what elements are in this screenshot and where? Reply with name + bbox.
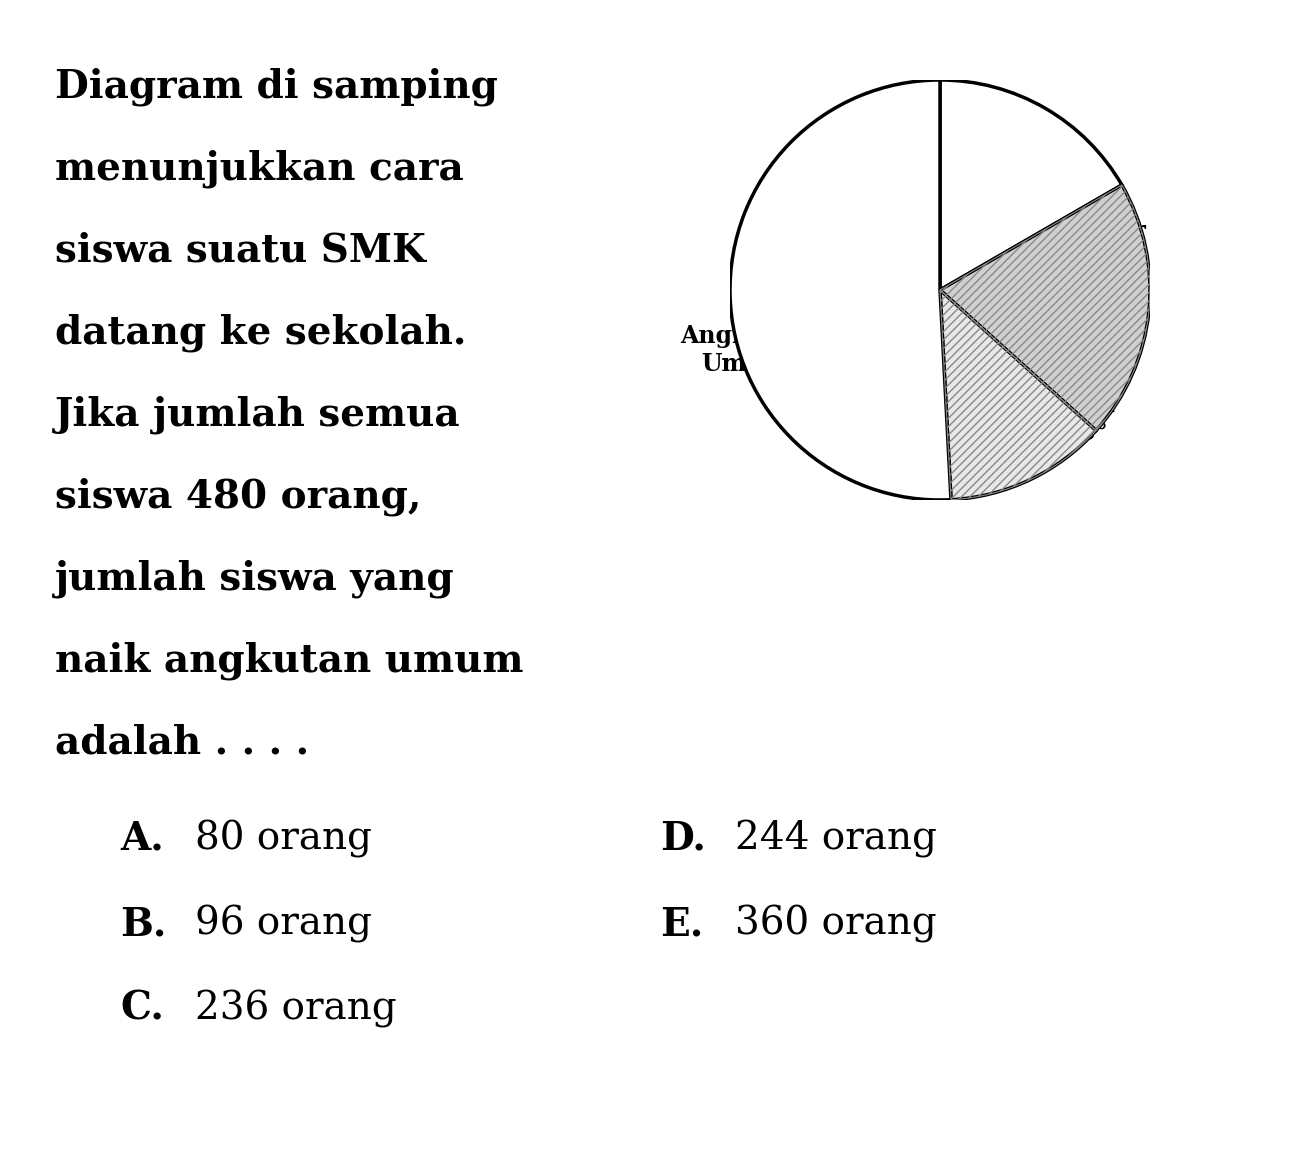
Text: Jalan
Kaki
45°: Jalan Kaki 45° [1051,365,1120,445]
Wedge shape [940,290,1096,500]
Text: Mobil
60°: Mobil 60° [871,134,949,186]
Text: Motor
72°: Motor 72° [1064,219,1146,271]
Text: 244 orang: 244 orang [735,820,937,858]
Text: 96 orang: 96 orang [194,906,372,942]
Text: jumlah siswa yang: jumlah siswa yang [55,560,455,598]
Text: 236 orang: 236 orang [194,990,397,1028]
Text: datang ke sekolah.: datang ke sekolah. [55,314,466,352]
Text: menunjukkan cara: menunjukkan cara [55,150,464,188]
Text: naik angkutan umum: naik angkutan umum [55,642,523,680]
Text: siswa 480 orang,: siswa 480 orang, [55,478,422,516]
Text: adalah . . . .: adalah . . . . [55,724,309,762]
Text: siswa suatu SMK: siswa suatu SMK [55,232,426,270]
Text: B.: B. [120,906,167,942]
Text: 360 orang: 360 orang [735,906,937,942]
Wedge shape [940,80,1122,290]
Text: Angkutan
Umum: Angkutan Umum [681,325,809,375]
Text: Diagram di samping: Diagram di samping [55,68,498,106]
Text: C.: C. [120,990,164,1028]
Text: D.: D. [660,820,706,858]
Text: 80 orang: 80 orang [194,820,372,858]
Text: A.: A. [120,820,164,858]
Wedge shape [940,185,1150,431]
Wedge shape [731,80,951,500]
Text: Jika jumlah semua: Jika jumlah semua [55,396,461,434]
Text: E.: E. [660,906,703,942]
